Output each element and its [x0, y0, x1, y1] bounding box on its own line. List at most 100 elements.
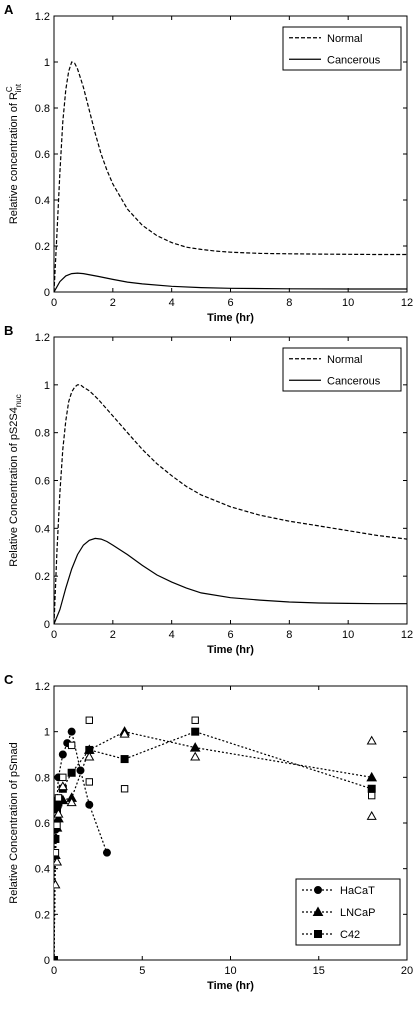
x-tick-label: 0	[51, 297, 57, 309]
series-line	[54, 729, 108, 960]
y-axis-label-sub: int	[14, 83, 23, 92]
data-point	[58, 750, 67, 759]
error-marker	[366, 810, 377, 820]
y-tick-label: 0.8	[35, 428, 50, 440]
x-tick-label: 6	[227, 297, 233, 309]
x-tick-label: 2	[110, 629, 116, 641]
x-tick-label: 12	[401, 629, 413, 641]
series-normal	[54, 61, 407, 292]
series-line	[54, 731, 372, 960]
data-point	[102, 848, 111, 857]
y-tick-label: 0.2	[35, 241, 50, 253]
error-marker	[119, 728, 130, 738]
y-axis-label: Relative Concentration of pSmad	[8, 742, 20, 903]
legend-entry-hacat: HaCaT	[340, 885, 375, 897]
panel-label: C	[4, 672, 14, 687]
series-hacat	[54, 727, 111, 960]
y-tick-label: 0.4	[35, 864, 50, 876]
series-normal	[54, 384, 407, 624]
data-point	[54, 956, 58, 960]
x-axis-label: Time (hr)	[207, 312, 254, 324]
data-point	[366, 771, 378, 782]
x-tick-label: 8	[286, 629, 292, 641]
series-line	[54, 384, 407, 624]
series-line	[54, 272, 407, 292]
legend: Normal Cancerous	[282, 26, 402, 71]
legend: Normal Cancerous	[282, 347, 402, 392]
y-tick-label: 0	[44, 287, 50, 299]
error-marker	[57, 781, 68, 791]
y-axis-label-main: Relative Concentration of pS2S4	[8, 407, 20, 567]
legend-marker	[314, 886, 322, 894]
y-tick-label: 0	[44, 955, 50, 967]
y-axis-label-main: Relative Concentration of pSmad	[8, 742, 20, 903]
error-marker	[54, 848, 60, 857]
error-marker	[54, 856, 63, 866]
error-markers-triangle	[54, 728, 377, 889]
error-marker	[67, 741, 76, 750]
error-markers-square	[54, 716, 376, 857]
y-tick-label: 0.4	[35, 523, 50, 535]
y-tick-label: 0.6	[35, 818, 50, 830]
y-axis-label: Relative concentration of RCint	[5, 83, 23, 224]
x-tick-label: 20	[401, 965, 413, 977]
panel-label: A	[4, 2, 14, 17]
x-axis-label: Time (hr)	[207, 980, 254, 992]
x-tick-label: 0	[51, 629, 57, 641]
x-tick-label: 4	[169, 297, 175, 309]
y-tick-label: 1.2	[35, 11, 50, 23]
y-tick-label: 0.2	[35, 571, 50, 583]
x-tick-label: 0	[51, 965, 57, 977]
x-tick-label: 10	[342, 297, 354, 309]
data-point	[67, 727, 76, 736]
data-point	[367, 784, 376, 793]
y-tick-label: 0.4	[35, 195, 50, 207]
x-tick-label: 2	[110, 297, 116, 309]
x-tick-label: 5	[139, 965, 145, 977]
series-line	[54, 731, 372, 960]
y-axis-label-sup: C	[5, 86, 14, 92]
legend-box	[282, 347, 402, 392]
y-tick-label: 0.8	[35, 772, 50, 784]
error-marker	[59, 773, 67, 782]
legend-entry-lncap: LNCaP	[340, 907, 375, 919]
error-marker	[84, 751, 95, 761]
y-tick-label: 0.6	[35, 149, 50, 161]
x-tick-label: 8	[286, 297, 292, 309]
error-marker	[366, 735, 377, 745]
chart-panel-b: B 0 2 4 6 8 10 12 0 0.2 0.4 0.6 0.8 1 1.2 Time (hr) Rela…	[4, 323, 413, 656]
legend: HaCaT LNCaP C42	[295, 878, 401, 946]
y-axis-label: Relative Concentration of pS2S4nuc	[8, 394, 23, 567]
x-tick-label: 4	[169, 629, 175, 641]
data-point	[85, 800, 94, 809]
x-tick-label: 10	[342, 629, 354, 641]
error-marker	[368, 791, 376, 800]
legend-marker	[314, 930, 322, 938]
error-marker	[54, 794, 63, 802]
legend-entry-normal: Normal	[327, 354, 362, 366]
x-tick-label: 12	[401, 297, 413, 309]
series-cancerous	[54, 272, 407, 292]
legend-entry-cancerous: Cancerous	[327, 54, 381, 66]
series-line	[54, 61, 407, 292]
series-line	[54, 537, 407, 624]
y-tick-label: 1.2	[35, 681, 50, 693]
y-tick-label: 1	[44, 57, 50, 69]
x-tick-label: 6	[227, 629, 233, 641]
panel-label: B	[4, 323, 13, 338]
y-tick-label: 0.2	[35, 909, 50, 921]
error-marker	[85, 716, 93, 724]
error-marker	[85, 778, 93, 786]
legend-box	[282, 26, 402, 71]
series-cancerous	[54, 537, 407, 624]
legend-box	[295, 878, 401, 946]
data-point	[120, 755, 129, 764]
x-tick-label: 10	[224, 965, 236, 977]
legend-entry-c42: C42	[340, 929, 360, 941]
error-marker	[54, 808, 64, 818]
x-axis-label: Time (hr)	[207, 644, 254, 656]
y-axis-label-sub: nuc	[14, 394, 23, 407]
error-marker	[54, 879, 61, 889]
data-point	[189, 742, 201, 752]
